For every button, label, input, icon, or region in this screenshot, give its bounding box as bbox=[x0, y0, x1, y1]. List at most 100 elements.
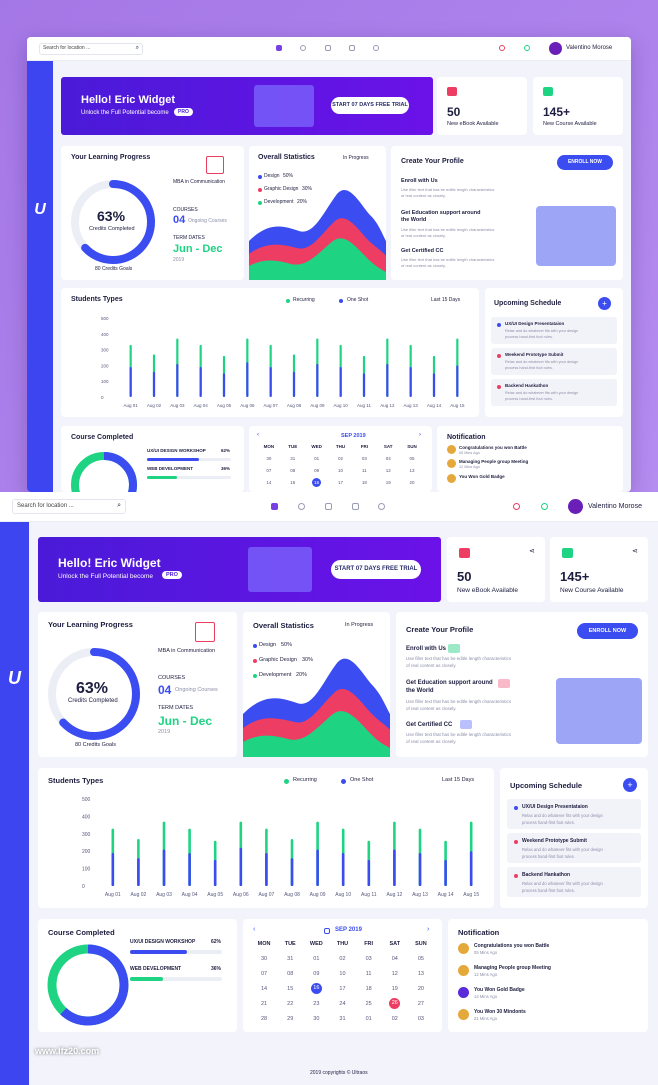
calendar-day[interactable]: 07 bbox=[261, 971, 268, 977]
calendar-day[interactable]: 11 bbox=[365, 971, 372, 977]
calendar-day[interactable]: 18 bbox=[365, 986, 372, 992]
next-month-button[interactable]: › bbox=[419, 432, 421, 438]
calendar-day[interactable]: 17 bbox=[339, 986, 346, 992]
search-input[interactable]: Search for location ... ⌕ bbox=[12, 499, 126, 514]
schedule-item[interactable]: Backend Hankathon Relax and do whatever … bbox=[491, 379, 617, 406]
calendar-day[interactable]: 28 bbox=[261, 1016, 268, 1022]
share-icon[interactable]: ⋖ bbox=[529, 548, 535, 555]
calendar-day[interactable]: 09 bbox=[314, 468, 320, 473]
free-trial-button[interactable]: START 07 DAYS FREE TRIAL bbox=[331, 560, 421, 579]
calendar-day[interactable]: 23 bbox=[313, 1001, 320, 1007]
message-icon[interactable] bbox=[352, 503, 359, 510]
refresh-icon[interactable] bbox=[524, 45, 530, 51]
calendar-day[interactable]: 14 bbox=[261, 986, 268, 992]
calendar-day[interactable]: 27 bbox=[417, 1001, 424, 1007]
calendar-day[interactable]: 03 bbox=[417, 1016, 424, 1022]
calendar-day[interactable]: 19 bbox=[391, 986, 398, 992]
calendar-day[interactable]: 02 bbox=[337, 456, 343, 461]
settings-icon[interactable] bbox=[373, 45, 379, 51]
statistics-filter-dropdown[interactable]: In Progress bbox=[343, 155, 369, 161]
grid-icon[interactable] bbox=[276, 45, 282, 51]
calendar-day[interactable]: 04 bbox=[391, 956, 398, 962]
calendar-day[interactable]: 11 bbox=[362, 468, 367, 473]
calendar-day[interactable]: 17 bbox=[337, 480, 343, 485]
calendar-day[interactable]: 09 bbox=[313, 971, 320, 977]
calendar-day[interactable]: 16 bbox=[303, 983, 329, 995]
calendar-day[interactable]: 02 bbox=[391, 1016, 398, 1022]
calendar-day[interactable]: 14 bbox=[266, 480, 272, 485]
calendar-day[interactable]: 08 bbox=[287, 971, 294, 977]
enroll-now-button[interactable]: ENROLL NOW bbox=[577, 623, 638, 639]
calendar-icon[interactable] bbox=[325, 45, 331, 51]
students-filter-dropdown[interactable]: Last 15 Days bbox=[431, 297, 461, 303]
calendar-day[interactable]: 20 bbox=[417, 986, 424, 992]
calendar-day[interactable]: 03 bbox=[365, 956, 372, 962]
schedule-item[interactable]: UX/UI Design Presentataion Relax and do … bbox=[507, 799, 641, 829]
schedule-item[interactable]: Weekend Prototype Submit Relax and do wh… bbox=[491, 348, 617, 375]
user-icon[interactable] bbox=[300, 45, 306, 51]
avatar[interactable] bbox=[568, 499, 583, 514]
calendar-day[interactable]: 01 bbox=[314, 456, 320, 461]
add-schedule-button[interactable]: + bbox=[598, 297, 611, 310]
calendar-day[interactable]: 21 bbox=[261, 1001, 268, 1007]
students-filter-dropdown[interactable]: Last 15 Days bbox=[442, 777, 475, 783]
calendar-day[interactable]: 26 bbox=[382, 998, 408, 1010]
calendar-day[interactable]: 12 bbox=[391, 971, 398, 977]
calendar-day[interactable]: 13 bbox=[417, 971, 424, 977]
calendar-day[interactable]: 15 bbox=[287, 986, 294, 992]
prev-month-button[interactable]: ‹ bbox=[253, 926, 256, 933]
free-trial-button[interactable]: START 07 DAYS FREE TRIAL bbox=[331, 97, 409, 114]
calendar-day[interactable]: 07 bbox=[266, 468, 272, 473]
schedule-item[interactable]: Weekend Prototype Submit Relax and do wh… bbox=[507, 833, 641, 863]
calendar-day[interactable]: 20 bbox=[409, 480, 415, 485]
calendar-day[interactable]: 01 bbox=[365, 1016, 372, 1022]
calendar-day[interactable]: 31 bbox=[290, 456, 296, 461]
cart-icon[interactable] bbox=[513, 503, 520, 510]
calendar-day[interactable]: 31 bbox=[287, 956, 294, 962]
search-icon[interactable]: ⌕ bbox=[135, 45, 139, 51]
calendar-day[interactable]: 03 bbox=[361, 456, 367, 461]
app-logo[interactable]: U bbox=[34, 201, 46, 218]
calendar-day[interactable]: 05 bbox=[409, 456, 415, 461]
calendar-day[interactable]: 10 bbox=[339, 971, 346, 977]
calendar-day[interactable]: 04 bbox=[385, 456, 391, 461]
calendar-day[interactable]: 12 bbox=[385, 468, 391, 473]
share-icon[interactable]: ⋖ bbox=[632, 548, 638, 555]
calendar-day[interactable]: 19 bbox=[385, 480, 391, 485]
add-schedule-button[interactable]: + bbox=[623, 778, 637, 792]
cart-icon[interactable] bbox=[499, 45, 505, 51]
app-logo[interactable]: U bbox=[8, 668, 21, 688]
refresh-icon[interactable] bbox=[541, 503, 548, 510]
calendar-day[interactable]: 02 bbox=[339, 956, 346, 962]
settings-icon[interactable] bbox=[378, 503, 385, 510]
grid-icon[interactable] bbox=[271, 503, 278, 510]
calendar-day[interactable]: 25 bbox=[365, 1001, 372, 1007]
next-month-button[interactable]: › bbox=[427, 926, 430, 933]
schedule-item[interactable]: UX/UI Design Presentataion Relax and do … bbox=[491, 317, 617, 344]
calendar-day[interactable]: 31 bbox=[339, 1016, 346, 1022]
calendar-icon[interactable] bbox=[325, 503, 332, 510]
calendar-day[interactable]: 15 bbox=[290, 480, 296, 485]
user-name[interactable]: Valentino Morose bbox=[588, 503, 642, 510]
calendar-day[interactable]: 30 bbox=[261, 956, 268, 962]
avatar[interactable] bbox=[549, 42, 562, 55]
calendar-day[interactable]: 05 bbox=[417, 956, 424, 962]
calendar-day[interactable]: 01 bbox=[313, 956, 320, 962]
calendar-day[interactable]: 24 bbox=[339, 1001, 346, 1007]
calendar-day[interactable]: 18 bbox=[361, 480, 367, 485]
schedule-item[interactable]: Backend Hankathon Relax and do whatever … bbox=[507, 867, 641, 897]
statistics-filter-dropdown[interactable]: In Progress bbox=[345, 622, 374, 628]
calendar-day[interactable]: 13 bbox=[409, 468, 415, 473]
user-icon[interactable] bbox=[298, 503, 305, 510]
calendar-day[interactable]: 10 bbox=[337, 468, 343, 473]
prev-month-button[interactable]: ‹ bbox=[257, 432, 259, 438]
user-name[interactable]: Valentino Morose bbox=[566, 45, 613, 51]
calendar-day[interactable]: 30 bbox=[313, 1016, 320, 1022]
message-icon[interactable] bbox=[349, 45, 355, 51]
calendar-day[interactable]: 30 bbox=[266, 456, 272, 461]
search-input[interactable]: Search for location ... ⌕ bbox=[39, 43, 143, 55]
search-icon[interactable]: ⌕ bbox=[117, 502, 121, 509]
calendar-day[interactable]: 22 bbox=[287, 1001, 294, 1007]
calendar-day[interactable]: 29 bbox=[287, 1016, 294, 1022]
calendar-day[interactable]: 08 bbox=[290, 468, 296, 473]
